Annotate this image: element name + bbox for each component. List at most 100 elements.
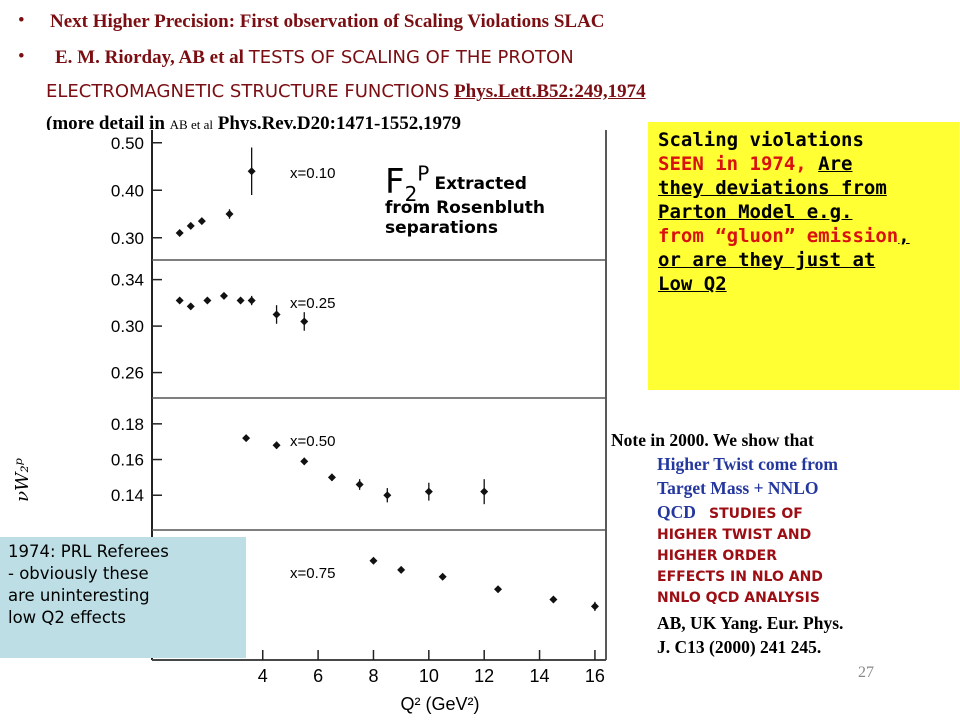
x-tick-label: 14 <box>530 666 550 686</box>
y-tick-label: 0.40 <box>111 181 144 200</box>
data-point <box>590 602 599 611</box>
note-line6: HIGHER ORDER <box>657 548 777 564</box>
note-line8: NNLO QCD ANALYSIS <box>657 590 820 606</box>
f2-desc-line3: separations <box>385 218 498 239</box>
callout-line2-red: SEEN in 1974, <box>658 153 807 175</box>
y-tick-label: 0.14 <box>111 486 144 505</box>
callout-line5-red: from “gluon” emission <box>658 225 899 247</box>
x-axis-label: Q² (GeV²) <box>401 694 480 714</box>
note-line2: Higher Twist come from <box>657 454 838 474</box>
note-line4: QCD STUDIES OF <box>611 500 956 525</box>
note-line9: AB, UK Yang. Eur. Phys. <box>657 613 844 633</box>
data-point <box>247 296 256 305</box>
f2-label: F2P Extracted from Rosenbluth separation… <box>385 162 545 238</box>
callout-text: Scaling violations SEEN in 1974, Are the… <box>658 128 954 296</box>
scaling-violations-callout: Scaling violations SEEN in 1974, Are the… <box>648 122 959 390</box>
bullet-2-line2: ELECTROMAGNETIC STRUCTURE FUNCTIONS Phys… <box>46 80 646 104</box>
note-line10: J. C13 (2000) 241 245. <box>657 637 822 657</box>
data-point <box>549 595 558 604</box>
f2-sup: P <box>417 162 430 186</box>
bullet-2-line1: E. M. Riorday, AB et al TESTS OF SCALING… <box>55 46 574 70</box>
x-tick-label: 8 <box>368 666 378 686</box>
callout-line6: or are they just at <box>658 249 876 271</box>
f2-base: F <box>385 162 405 203</box>
y-tick-label: 0.34 <box>111 271 144 290</box>
data-point <box>300 317 309 326</box>
note-line4-title: STUDIES OF <box>709 506 803 522</box>
data-point <box>494 585 503 594</box>
data-point <box>424 487 433 496</box>
y-tick-label: 0.18 <box>111 415 144 434</box>
callout-line5: from “gluon” emission, <box>658 224 954 248</box>
callout-line1: Scaling violations <box>658 129 864 151</box>
y-tick-label: 0.50 <box>111 134 144 153</box>
panel-label: x=0.50 <box>290 433 335 450</box>
note-line1: Note in 2000. We show that <box>611 430 814 450</box>
citation-link[interactable]: Phys.Lett.B52:249,1974 <box>454 81 646 102</box>
data-point <box>186 221 195 230</box>
chart-panel: 0.50 0.40 0.30 x=0.10 <box>111 134 606 261</box>
bullet-2-line3: (more detail in AB et al Phys.Rev.D20:14… <box>46 112 461 137</box>
y-axis-label: νW₂ᵖ <box>12 458 33 502</box>
more-detail-prefix: (more detail in <box>46 113 165 134</box>
bullet-dot: • <box>18 10 25 31</box>
f2-desc-line2: from Rosenbluth <box>385 198 545 219</box>
data-point <box>197 217 206 226</box>
y-tick-label: 0.16 <box>111 451 144 470</box>
note-line3: Target Mass + NNLO <box>657 478 819 498</box>
data-point <box>397 565 406 574</box>
note-line7: EFFECTS IN NLO AND <box>657 569 823 585</box>
more-authors: AB et al <box>169 117 213 132</box>
data-point <box>383 491 392 500</box>
data-point <box>203 296 212 305</box>
data-point <box>438 572 447 581</box>
data-point <box>175 296 184 305</box>
f2-desc-line1: Extracted <box>434 174 527 195</box>
callout-line7: Low Q2 <box>658 273 727 295</box>
x-tick-label: 12 <box>474 666 494 686</box>
data-point <box>327 473 336 482</box>
f2-sub: 2 <box>404 182 418 207</box>
x-tick-label: 6 <box>313 666 323 686</box>
data-point <box>186 302 195 311</box>
callout-line3: they deviations from <box>658 177 887 199</box>
chart-panel: 0.34 0.30 0.26 x=0.25 <box>111 271 606 399</box>
data-point <box>236 296 245 305</box>
panel-label: x=0.25 <box>290 295 335 312</box>
y-tick-label: 0.26 <box>111 364 144 383</box>
f2-symbol: F2P <box>385 162 430 206</box>
note-line5: HIGHER TWIST AND <box>657 527 812 543</box>
bullet-1-text: Next Higher Precision: First observation… <box>50 11 605 32</box>
referee-line2: - obviously these <box>8 564 149 583</box>
note-2000: Note in 2000. We show that Higher Twist … <box>611 428 956 659</box>
data-point <box>355 480 364 489</box>
data-point <box>242 434 251 443</box>
data-point <box>369 556 378 565</box>
chart-panel: 0.18 0.16 0.14 x=0.50 <box>111 415 606 531</box>
callout-line2-ul: Are <box>818 153 853 175</box>
data-point <box>175 229 184 237</box>
data-point <box>225 210 234 218</box>
data-point <box>300 457 309 466</box>
panel-label: x=0.75 <box>290 565 335 582</box>
authors: E. M. Riorday, AB et al <box>55 47 244 68</box>
x-tick-label: 16 <box>585 666 605 686</box>
data-point <box>247 167 256 176</box>
callout-line5-comma: , <box>898 225 910 247</box>
data-point <box>272 310 281 319</box>
callout-line4: Parton Model e.g. <box>658 201 853 223</box>
chart-panel: x=0.75 <box>152 556 606 661</box>
referee-line3: are uninteresting <box>8 586 150 605</box>
referee-line1: 1974: PRL Referees <box>8 542 169 561</box>
referee-line4: low Q2 effects <box>8 608 126 627</box>
x-tick-label: 10 <box>419 666 439 686</box>
note-line4-qcd: QCD <box>657 502 696 522</box>
callout-line2: SEEN in 1974, Are <box>658 152 954 176</box>
y-tick-label: 0.30 <box>111 317 144 336</box>
more-citation: Phys.Rev.D20:1471-1552,1979 <box>217 113 462 134</box>
referee-text: 1974: PRL Referees - obviously these are… <box>8 541 169 629</box>
data-point <box>219 291 228 300</box>
paper-title-line2: ELECTROMAGNETIC STRUCTURE FUNCTIONS <box>46 81 450 102</box>
data-point <box>272 441 281 450</box>
data-point <box>480 487 489 496</box>
